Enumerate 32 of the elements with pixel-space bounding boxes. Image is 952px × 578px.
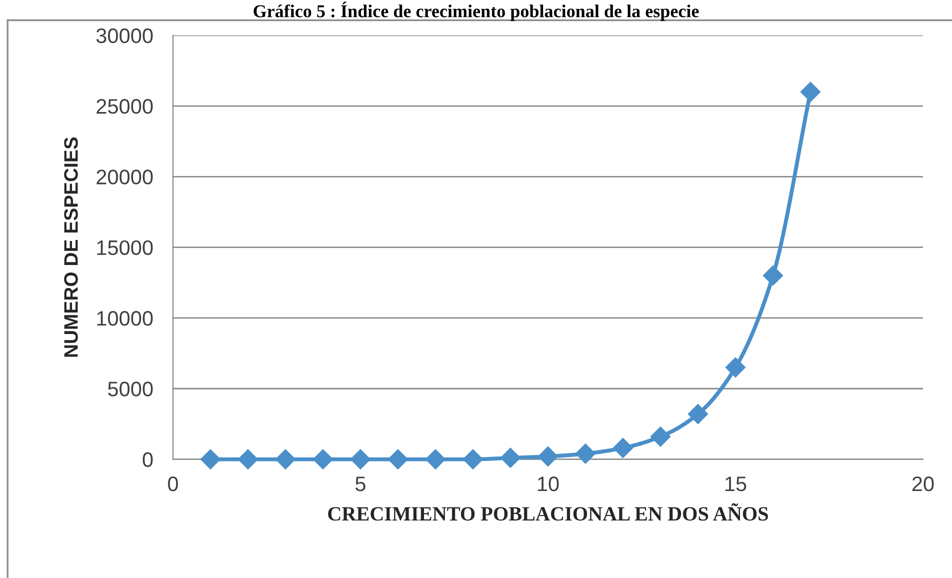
x-tick-label: 15 (725, 476, 746, 492)
point (312, 449, 333, 470)
y-tick-label: 5000 (108, 382, 153, 396)
y-tick-label: 10000 (97, 310, 153, 326)
x-tick-label: 5 (356, 476, 366, 492)
x-tick-label: 10 (538, 476, 559, 492)
point (500, 448, 520, 468)
point (388, 449, 408, 470)
y-axis-title: NUMERO DE ESPECIES (64, 137, 78, 357)
point (350, 449, 370, 470)
y-tick-label: 30000 (96, 28, 153, 44)
y-tick-label: 25000 (96, 99, 153, 114)
point (725, 357, 746, 378)
x-tick-label: 0 (168, 476, 178, 492)
y-tick-label: 15000 (97, 240, 153, 256)
chart-title: Gráfico 5 : Índice de crecimiento poblacional de la especie (254, 2, 699, 22)
point (425, 449, 446, 470)
point (575, 444, 596, 464)
point (650, 426, 670, 447)
point (462, 449, 483, 470)
point (800, 82, 820, 102)
point (200, 449, 221, 470)
point (612, 438, 633, 458)
y-tick-label: 20000 (96, 170, 153, 184)
point (538, 446, 558, 466)
x-axis-title: CRECIMIENTO POBLACIONAL EN DOS AÑOS (328, 503, 768, 521)
y-tick-label: 0 (142, 452, 153, 468)
point (238, 449, 258, 470)
point (762, 266, 783, 286)
x-tick-label: 20 (912, 476, 934, 492)
point (688, 404, 708, 424)
point (275, 449, 296, 470)
